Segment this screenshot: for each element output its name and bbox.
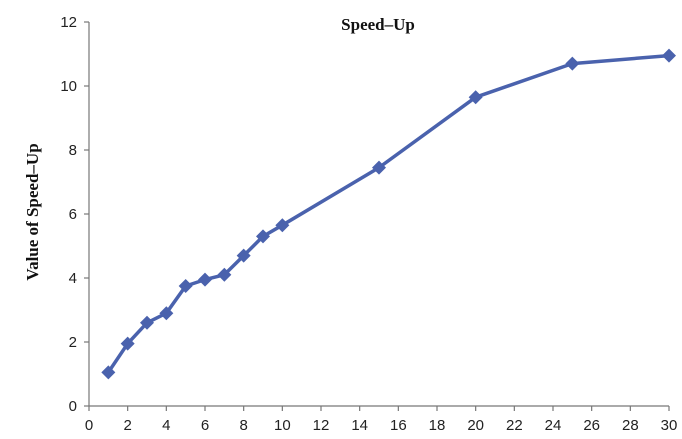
- x-tick-label: 14: [351, 417, 368, 434]
- y-tick-label: 8: [69, 142, 77, 159]
- data-point-diamond: [159, 306, 174, 321]
- x-tick-label: 8: [239, 417, 247, 434]
- x-tick-label: 6: [201, 417, 209, 434]
- y-tick-label: 0: [69, 398, 77, 415]
- x-tick-label: 20: [467, 417, 484, 434]
- x-tick-label: 24: [545, 417, 562, 434]
- data-point-diamond: [565, 56, 580, 71]
- y-tick-label: 10: [60, 78, 77, 95]
- chart-title: Speed–Up: [341, 15, 415, 34]
- series-line: [106, 53, 670, 374]
- x-tick-label: 18: [429, 417, 446, 434]
- x-tick-label: 0: [85, 417, 93, 434]
- x-tick-label: 30: [661, 417, 678, 434]
- y-tick-label: 4: [69, 270, 77, 287]
- y-tick-label: 12: [60, 14, 77, 31]
- x-tick-label: 16: [390, 417, 407, 434]
- x-tick-label: 2: [123, 417, 131, 434]
- series: [101, 48, 676, 380]
- x-tick-label: 10: [274, 417, 291, 434]
- data-point-diamond: [101, 365, 116, 380]
- data-point-diamond: [217, 267, 232, 282]
- data-point-diamond: [662, 48, 676, 63]
- x-tick-label: 12: [313, 417, 330, 434]
- x-tick-label: 4: [162, 417, 170, 434]
- data-point-diamond: [236, 248, 251, 263]
- x-tick-label: 28: [622, 417, 639, 434]
- x-tick-label: 26: [583, 417, 600, 434]
- data-point-diamond: [468, 90, 483, 105]
- x-tick-label: 22: [506, 417, 523, 434]
- data-point-diamond: [275, 218, 290, 233]
- data-point-diamond: [372, 160, 386, 175]
- data-point-diamond: [198, 272, 212, 287]
- data-point-diamond: [120, 336, 135, 351]
- data-point-diamond: [256, 229, 270, 244]
- y-axis-label: Value of Speed–Up: [23, 143, 42, 280]
- data-point-diamond: [140, 315, 154, 330]
- y-tick-label: 6: [69, 206, 77, 223]
- data-point-diamond: [178, 279, 193, 293]
- y-tick-label: 2: [69, 334, 77, 351]
